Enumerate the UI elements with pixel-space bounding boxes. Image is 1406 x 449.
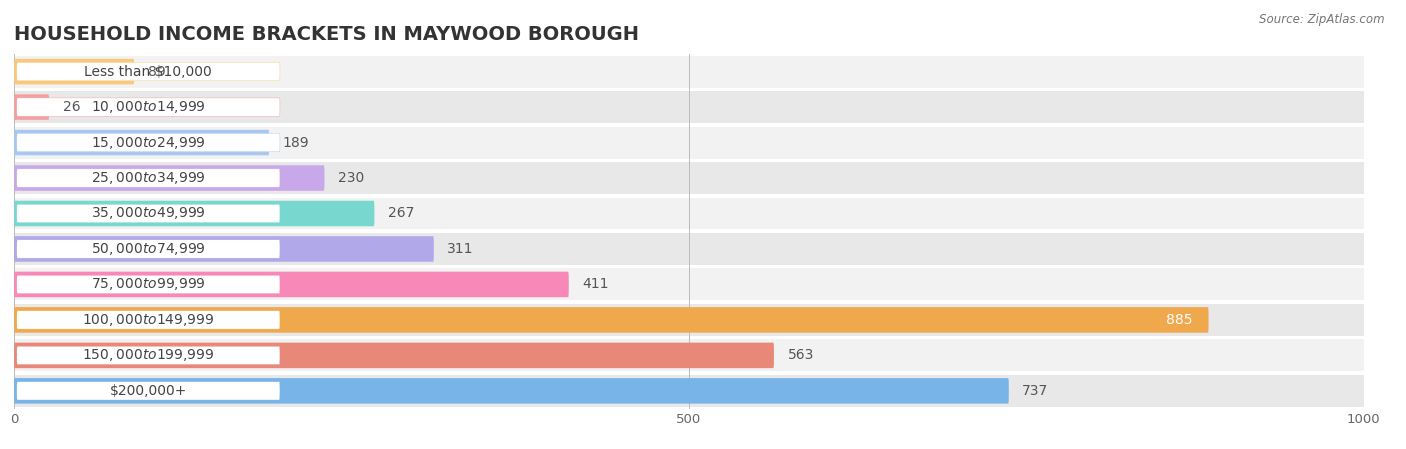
FancyBboxPatch shape: [17, 169, 280, 187]
FancyBboxPatch shape: [14, 127, 1364, 158]
FancyBboxPatch shape: [17, 62, 280, 81]
FancyBboxPatch shape: [14, 56, 1364, 88]
FancyBboxPatch shape: [14, 198, 1364, 229]
Text: 230: 230: [337, 171, 364, 185]
Text: 563: 563: [787, 348, 814, 362]
Text: $35,000 to $49,999: $35,000 to $49,999: [91, 206, 205, 221]
FancyBboxPatch shape: [14, 94, 49, 120]
Text: 885: 885: [1166, 313, 1192, 327]
FancyBboxPatch shape: [17, 133, 280, 152]
FancyBboxPatch shape: [17, 275, 280, 294]
Text: $10,000 to $14,999: $10,000 to $14,999: [91, 99, 205, 115]
FancyBboxPatch shape: [17, 382, 280, 400]
FancyBboxPatch shape: [14, 201, 374, 226]
Text: $75,000 to $99,999: $75,000 to $99,999: [91, 277, 205, 292]
Text: 411: 411: [582, 277, 609, 291]
Text: HOUSEHOLD INCOME BRACKETS IN MAYWOOD BOROUGH: HOUSEHOLD INCOME BRACKETS IN MAYWOOD BOR…: [14, 25, 640, 44]
FancyBboxPatch shape: [14, 233, 1364, 265]
FancyBboxPatch shape: [17, 346, 280, 365]
FancyBboxPatch shape: [14, 59, 134, 84]
Text: 311: 311: [447, 242, 474, 256]
FancyBboxPatch shape: [17, 311, 280, 329]
Text: $25,000 to $34,999: $25,000 to $34,999: [91, 170, 205, 186]
FancyBboxPatch shape: [14, 165, 325, 191]
FancyBboxPatch shape: [14, 378, 1010, 404]
Text: $15,000 to $24,999: $15,000 to $24,999: [91, 135, 205, 150]
FancyBboxPatch shape: [14, 130, 269, 155]
FancyBboxPatch shape: [14, 162, 1364, 194]
FancyBboxPatch shape: [14, 304, 1364, 336]
FancyBboxPatch shape: [14, 269, 1364, 300]
Text: Less than $10,000: Less than $10,000: [84, 65, 212, 79]
FancyBboxPatch shape: [17, 98, 280, 116]
FancyBboxPatch shape: [14, 339, 1364, 371]
Text: 89: 89: [148, 65, 166, 79]
Text: $200,000+: $200,000+: [110, 384, 187, 398]
Text: 189: 189: [283, 136, 309, 150]
FancyBboxPatch shape: [14, 343, 773, 368]
Text: $50,000 to $74,999: $50,000 to $74,999: [91, 241, 205, 257]
Text: 267: 267: [388, 207, 415, 220]
FancyBboxPatch shape: [17, 240, 280, 258]
Text: Source: ZipAtlas.com: Source: ZipAtlas.com: [1260, 13, 1385, 26]
Text: 26: 26: [63, 100, 80, 114]
Text: $100,000 to $149,999: $100,000 to $149,999: [82, 312, 215, 328]
FancyBboxPatch shape: [14, 272, 569, 297]
FancyBboxPatch shape: [17, 204, 280, 223]
Text: 737: 737: [1022, 384, 1049, 398]
FancyBboxPatch shape: [14, 307, 1209, 333]
Text: $150,000 to $199,999: $150,000 to $199,999: [82, 348, 215, 363]
FancyBboxPatch shape: [14, 91, 1364, 123]
FancyBboxPatch shape: [14, 375, 1364, 407]
FancyBboxPatch shape: [14, 236, 434, 262]
